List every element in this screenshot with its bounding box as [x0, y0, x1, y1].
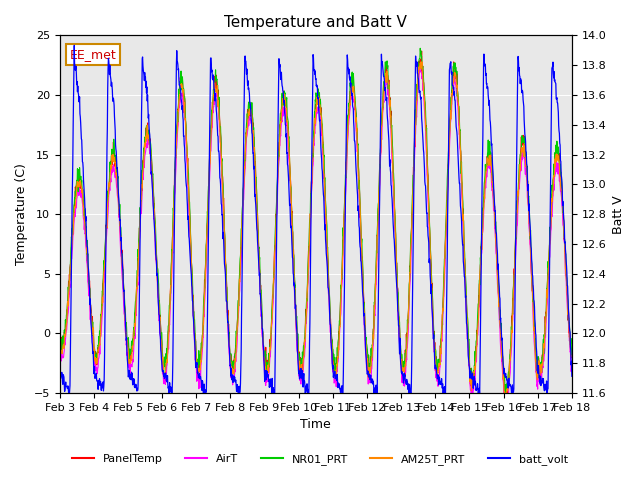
PanelTemp — [157, 343, 165, 348]
Line: AirT: AirT — [60, 69, 572, 406]
NR01_PRT — [157, 335, 165, 341]
Title: Temperature and Batt V: Temperature and Batt V — [224, 15, 407, 30]
AirT — [157, 338, 165, 344]
NR01_PRT — [56, 328, 63, 334]
AM25T_PRT — [462, 295, 470, 300]
batt_volt — [463, 320, 470, 326]
Line: PanelTemp: PanelTemp — [60, 51, 572, 401]
NR01_PRT — [170, 209, 177, 215]
batt_volt — [157, 357, 165, 362]
AirT — [568, 367, 576, 372]
Text: EE_met: EE_met — [70, 48, 116, 61]
batt_volt — [170, 263, 178, 268]
Line: AM25T_PRT: AM25T_PRT — [60, 62, 572, 401]
AM25T_PRT — [170, 216, 177, 221]
NR01_PRT — [568, 353, 576, 359]
batt_volt — [508, 394, 516, 399]
AM25T_PRT — [395, 315, 403, 321]
AM25T_PRT — [502, 398, 510, 404]
Line: NR01_PRT: NR01_PRT — [60, 48, 572, 394]
X-axis label: Time: Time — [300, 419, 331, 432]
NR01_PRT — [508, 329, 516, 335]
AM25T_PRT — [56, 333, 63, 338]
PanelTemp — [501, 398, 509, 404]
PanelTemp — [56, 332, 63, 338]
PanelTemp — [568, 355, 576, 360]
PanelTemp — [508, 313, 516, 319]
NR01_PRT — [462, 285, 470, 290]
batt_volt — [568, 373, 576, 379]
NR01_PRT — [417, 46, 424, 51]
PanelTemp — [170, 210, 177, 216]
Y-axis label: Temperature (C): Temperature (C) — [15, 163, 28, 265]
AM25T_PRT — [568, 353, 576, 359]
AirT — [508, 342, 516, 348]
batt_volt — [56, 369, 63, 374]
NR01_PRT — [501, 391, 509, 396]
PanelTemp — [395, 314, 403, 320]
NR01_PRT — [395, 313, 403, 319]
PanelTemp — [462, 292, 470, 298]
batt_volt — [70, 43, 78, 48]
PanelTemp — [418, 48, 426, 54]
AirT — [227, 375, 235, 381]
AirT — [395, 331, 403, 337]
AM25T_PRT — [508, 327, 516, 333]
batt_volt — [271, 397, 278, 403]
AirT — [416, 66, 424, 72]
batt_volt — [227, 366, 235, 372]
AirT — [170, 216, 177, 222]
AirT — [503, 403, 511, 409]
AM25T_PRT — [157, 337, 165, 343]
Line: batt_volt: batt_volt — [60, 46, 572, 400]
AM25T_PRT — [417, 59, 425, 65]
batt_volt — [396, 351, 403, 357]
Legend: PanelTemp, AirT, NR01_PRT, AM25T_PRT, batt_volt: PanelTemp, AirT, NR01_PRT, AM25T_PRT, ba… — [68, 450, 572, 469]
PanelTemp — [227, 352, 235, 358]
AM25T_PRT — [227, 359, 235, 365]
AirT — [462, 308, 470, 314]
Y-axis label: Batt V: Batt V — [612, 195, 625, 234]
AirT — [56, 347, 63, 353]
NR01_PRT — [227, 351, 235, 357]
